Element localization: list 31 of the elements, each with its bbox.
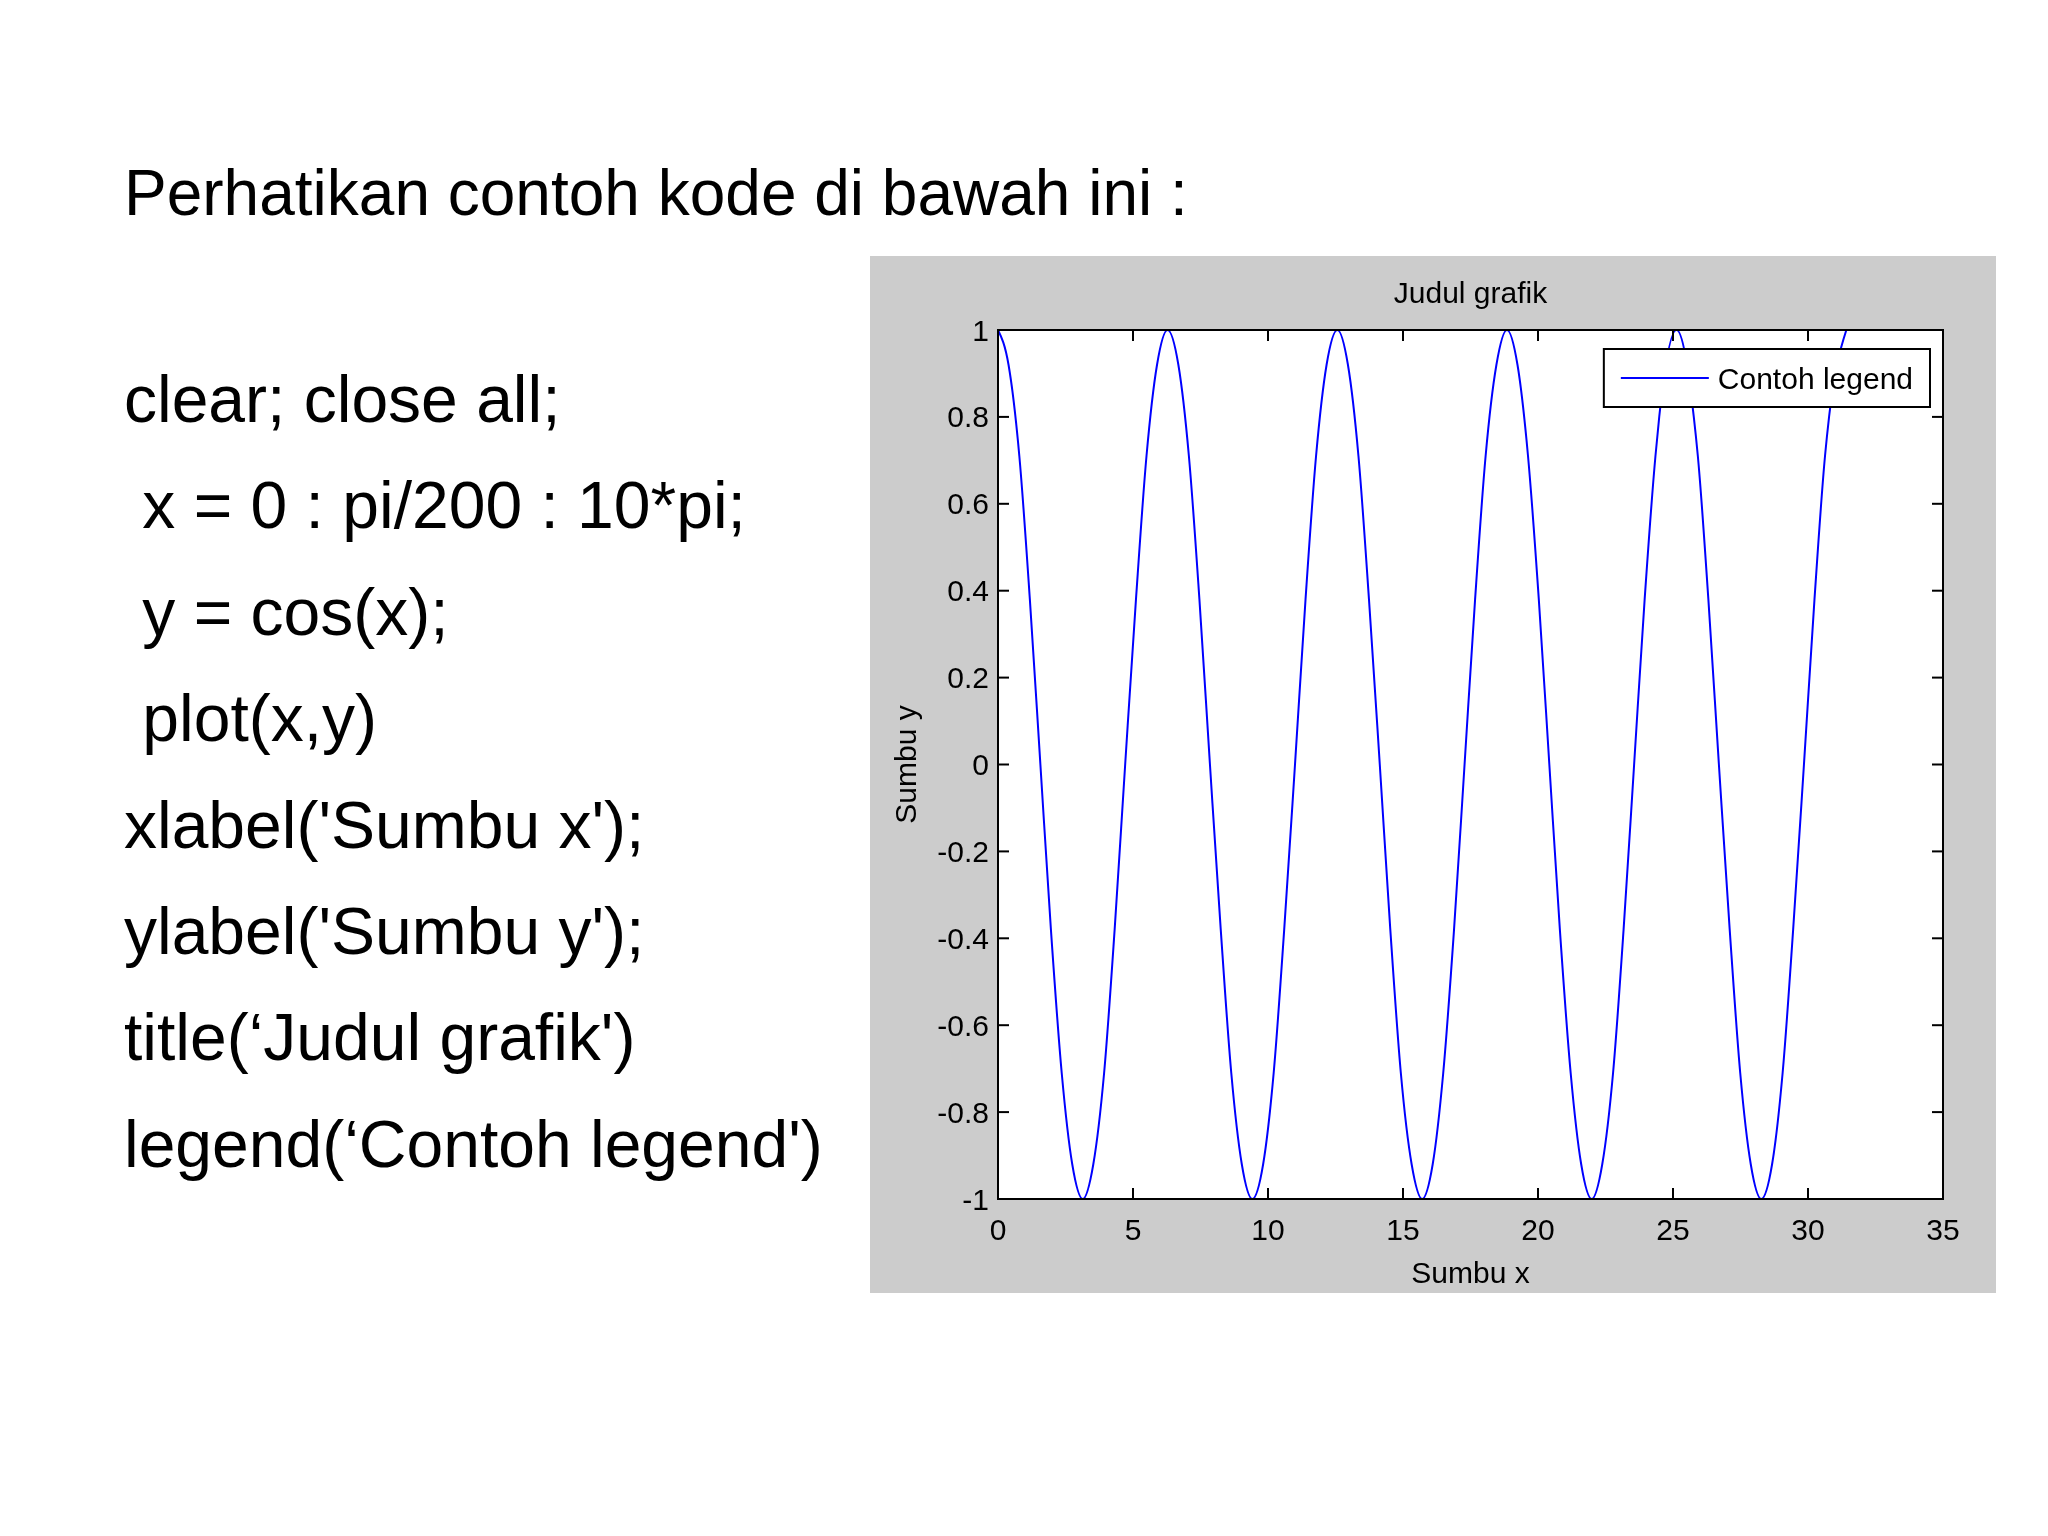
x-tick-label: 25 [1656, 1213, 1690, 1246]
x-tick-label: 5 [1124, 1213, 1142, 1246]
x-tick-label: 10 [1251, 1213, 1285, 1246]
text: title(‘Judul grafik') [124, 1000, 636, 1075]
y-tick-label: 0 [972, 748, 989, 781]
x-tick-label: 20 [1521, 1213, 1555, 1246]
y-tick-label: 0.8 [947, 400, 989, 434]
y-tick-label: -0.6 [937, 1008, 989, 1042]
y-tick-label: 1 [972, 313, 989, 347]
text: legend(‘Contoh legend') [124, 1106, 823, 1181]
y-tick-label: 0.6 [947, 487, 989, 521]
text: x = 0 : pi/200 : 10*pi; [124, 468, 746, 543]
text: Perhatikan contoh kode di bawah ini : [124, 157, 1188, 229]
text: clear; close all; [124, 362, 561, 436]
x-tick-label: 30 [1791, 1213, 1825, 1246]
chart-title: Judul grafik [1393, 276, 1549, 309]
y-tick-label: -0.2 [937, 834, 989, 868]
text: y = cos(x); [124, 574, 449, 649]
y-tick-label: 0.2 [947, 661, 989, 695]
legend-label: Contoh legend [1717, 361, 1914, 395]
text: xlabel('Sumbu x'); [124, 787, 645, 862]
x-axis-title: Sumbu x [1411, 1256, 1530, 1289]
y-tick-label: -0.8 [937, 1095, 989, 1129]
x-tick-label: 15 [1386, 1213, 1420, 1246]
y-axis-title: Sumbu y [889, 705, 922, 824]
text: ylabel('Sumbu y'); [124, 894, 645, 968]
y-tick-label: -0.4 [937, 921, 989, 955]
y-tick-label: 0.4 [947, 574, 989, 608]
text: plot(x,y) [124, 681, 378, 756]
y-tick-label: -1 [962, 1182, 989, 1216]
x-tick-label: 35 [1926, 1213, 1960, 1246]
